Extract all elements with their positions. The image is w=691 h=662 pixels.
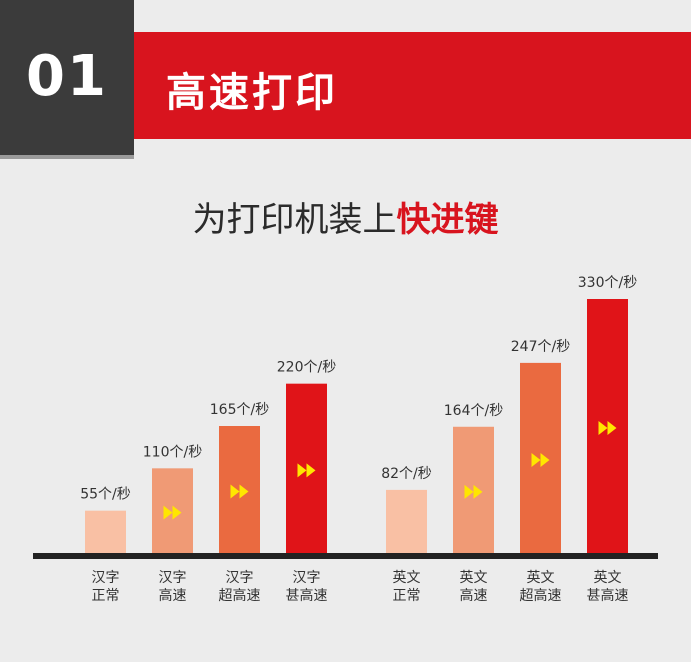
category-label: 甚高速 [587, 587, 629, 604]
chart-bar [386, 489, 427, 553]
bar-value-label: 55个/秒 [80, 487, 131, 503]
category-label: 高速 [460, 587, 488, 604]
fast-forward-icon [598, 421, 617, 435]
bar-value-label: 165个/秒 [210, 402, 269, 418]
header-red-band [134, 32, 691, 139]
category-label: 汉字 [159, 570, 187, 586]
chart-subtitle: 为打印机装上快进键 [0, 192, 691, 241]
section-title: 高速打印 [166, 70, 338, 116]
category-label: 正常 [393, 588, 421, 604]
section-number: 01 [26, 44, 108, 109]
category-label: 高速 [159, 587, 187, 604]
fast-forward-icon [297, 463, 316, 478]
bar-value-label: 247个/秒 [511, 339, 570, 355]
category-label: 正常 [92, 588, 120, 604]
fast-forward-icon [531, 452, 550, 467]
category-label: 汉字 [226, 570, 254, 586]
category-label: 英文 [594, 569, 622, 586]
section-number-box: 01 [0, 0, 134, 155]
category-label: 超高速 [520, 587, 562, 604]
bar-value-label: 82个/秒 [381, 466, 432, 482]
chart-baseline [33, 553, 658, 559]
chart-bar [85, 510, 126, 553]
bar-value-label: 220个/秒 [277, 360, 336, 376]
bar-value-label: 330个/秒 [578, 275, 637, 291]
category-label: 英文 [527, 569, 555, 586]
bar-value-label: 164个/秒 [444, 403, 503, 419]
category-label: 汉字 [92, 570, 120, 586]
bar-value-label: 110个/秒 [143, 444, 202, 460]
subtitle-text: 为打印机装上 [192, 200, 397, 240]
fast-forward-icon [230, 484, 249, 499]
fast-forward-icon [163, 505, 182, 520]
category-label: 英文 [393, 569, 421, 586]
subtitle-highlight: 快进键 [396, 200, 499, 240]
category-label: 汉字 [293, 570, 321, 586]
fast-forward-icon [464, 484, 483, 499]
category-label: 英文 [460, 569, 488, 586]
category-label: 甚高速 [286, 587, 328, 604]
category-label: 超高速 [219, 587, 261, 604]
